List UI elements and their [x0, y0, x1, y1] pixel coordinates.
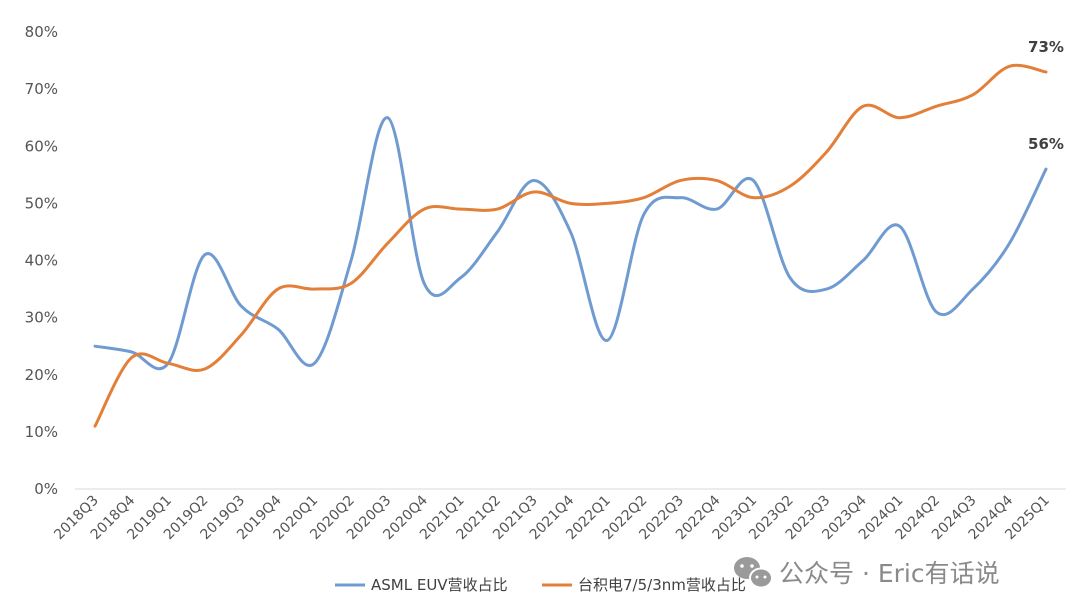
- legend: ASML EUV营收占比 台积电7/5/3nm营收占比: [335, 576, 746, 594]
- y-axis: 0% 10% 20% 30% 40% 50% 60% 70% 80%: [25, 23, 58, 498]
- data-label: 56%: [1028, 135, 1064, 153]
- series-line-asml-euv: [93, 116, 1048, 371]
- series-layer: [93, 63, 1048, 428]
- y-tick-label: 70%: [25, 80, 58, 98]
- series-line-tsmc-7-5-3nm: [93, 63, 1048, 428]
- y-tick-label: 20%: [25, 366, 58, 384]
- y-tick-label: 30%: [25, 309, 58, 327]
- legend-label-tsmc: 台积电7/5/3nm营收占比: [578, 576, 746, 594]
- y-tick-label: 10%: [25, 423, 58, 441]
- y-tick-label: 50%: [25, 194, 58, 212]
- data-labels: 56% 73%: [1028, 38, 1064, 153]
- wechat-icon: [734, 557, 773, 589]
- data-label: 73%: [1028, 38, 1064, 56]
- y-tick-label: 40%: [25, 252, 58, 270]
- y-tick-label: 60%: [25, 137, 58, 155]
- watermark-text: 公众号 · Eric有话说: [779, 559, 1000, 588]
- y-tick-label: 80%: [25, 23, 58, 41]
- watermark: 公众号 · Eric有话说: [734, 557, 1000, 589]
- x-axis: 2018Q32018Q42019Q12019Q22019Q32019Q42020…: [51, 492, 1053, 543]
- y-tick-label: 0%: [34, 480, 58, 498]
- legend-label-asml: ASML EUV营收占比: [371, 576, 508, 594]
